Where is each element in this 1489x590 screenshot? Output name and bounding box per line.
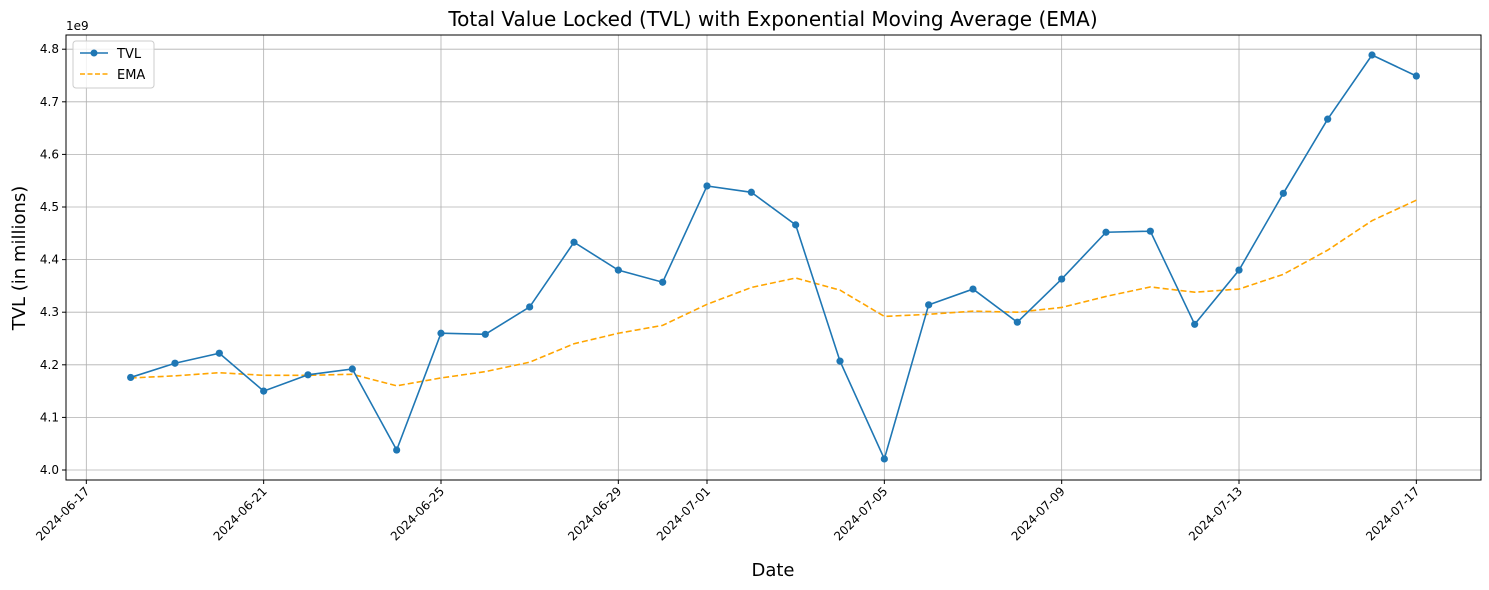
x-tick-label: 2024-07-17 <box>1363 484 1422 543</box>
tvl-point <box>1368 51 1376 59</box>
tvl-point <box>1102 228 1110 236</box>
y-tick-label: 4.7 <box>40 95 59 109</box>
tvl-point <box>1191 320 1199 328</box>
tvl-point <box>1235 266 1243 274</box>
tvl-point <box>836 357 844 365</box>
tvl-point <box>570 238 578 246</box>
x-tick-label: 2024-07-13 <box>1186 484 1245 543</box>
tvl-point <box>614 266 622 274</box>
ema-line <box>130 199 1417 387</box>
legend-ema-label: EMA <box>117 68 145 83</box>
y-tick-label: 4.3 <box>40 305 59 319</box>
tvl-point <box>703 182 711 190</box>
x-tick-label: 2024-06-29 <box>565 484 624 543</box>
tvl-point <box>747 188 755 196</box>
y-tick-label: 4.8 <box>40 42 59 56</box>
tvl-point <box>880 455 888 463</box>
tvl-point <box>393 446 401 454</box>
tvl-point <box>526 303 534 311</box>
y-axis-label: TVL (in millions) <box>9 186 30 332</box>
y-tick-label: 4.0 <box>40 463 59 477</box>
tvl-point <box>304 371 312 379</box>
tvl-point <box>1013 318 1021 326</box>
tvl-point <box>969 285 977 293</box>
y-tick-label: 4.1 <box>40 410 59 424</box>
tvl-point <box>1058 275 1066 283</box>
tvl-point <box>127 373 135 382</box>
x-tick-label: 2024-07-05 <box>831 484 890 543</box>
chart-title: Total Value Locked (TVL) with Exponentia… <box>447 7 1097 31</box>
tvl-point <box>1412 72 1420 80</box>
y-tick-label: 4.4 <box>40 253 59 267</box>
x-tick-label: 2024-07-01 <box>654 484 713 543</box>
tvl-point <box>1279 189 1287 197</box>
y-tick-label: 4.5 <box>40 200 59 214</box>
legend: TVL EMA <box>72 40 155 89</box>
tvl-point <box>348 365 356 373</box>
legend-tvl-marker <box>90 49 98 57</box>
legend-tvl-label: TVL <box>116 47 142 62</box>
plot-frame <box>65 34 1482 481</box>
x-tick-label: 2024-06-25 <box>388 484 447 543</box>
tvl-point <box>659 278 667 286</box>
tvl-line <box>130 53 1417 462</box>
tvl-point <box>481 330 489 338</box>
tvl-point <box>215 349 223 357</box>
tvl-point <box>792 221 800 229</box>
tvl-point <box>1146 227 1154 235</box>
tvl-point <box>1324 115 1332 123</box>
x-tick-label: 2024-06-17 <box>33 484 92 543</box>
x-axis-label: Date <box>751 560 794 581</box>
y-offset-label: 1e9 <box>66 19 89 33</box>
y-tick-label: 4.2 <box>40 358 59 372</box>
x-tick-label: 2024-06-21 <box>211 484 270 543</box>
tvl-point <box>925 301 933 309</box>
x-tick-label: 2024-07-09 <box>1009 484 1068 543</box>
tvl-point <box>260 387 268 395</box>
y-tick-label: 4.6 <box>40 147 59 161</box>
tvl-point <box>437 329 445 337</box>
tvl-point <box>171 359 179 367</box>
